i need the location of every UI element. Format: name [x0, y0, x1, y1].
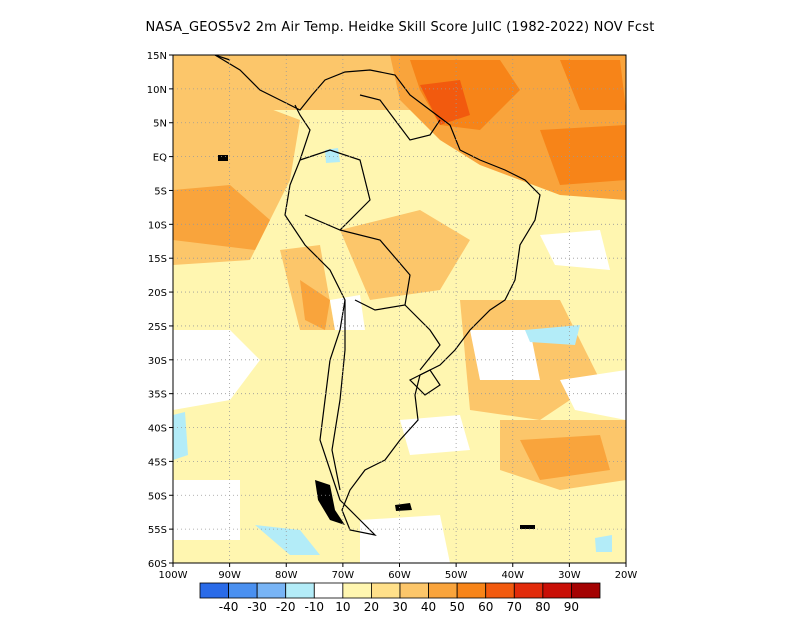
- lon-tick-label: 80W: [275, 570, 298, 581]
- border-chile-argentina: [331, 300, 346, 491]
- field-white-argentina: [400, 415, 470, 455]
- colorbar-label: 30: [392, 600, 407, 614]
- islands: [218, 155, 535, 529]
- colorbar-label: 90: [564, 600, 579, 614]
- patagonia-islands: [315, 480, 345, 525]
- field-cool-se: [595, 535, 612, 552]
- colorbar-swatch: [456, 582, 487, 599]
- colorbar: -40 -30 -20 -10 10 20 30 40 50 60 70 80 90: [199, 582, 601, 614]
- lon-tick-label: 30W: [558, 570, 581, 581]
- colorbar-label: 60: [478, 600, 493, 614]
- colorbar-label: 40: [421, 600, 436, 614]
- lon-tick-label: 20W: [615, 570, 638, 581]
- lat-tick-label: 50S: [148, 491, 167, 502]
- field-cool-pacific: [173, 412, 188, 460]
- lon-tick-label: 40W: [501, 570, 524, 581]
- field-chile-coast-strong: [300, 280, 330, 330]
- colorbar-label: 80: [535, 600, 550, 614]
- field-cool-atlantic: [525, 325, 580, 345]
- field-interior-warm: [340, 210, 470, 300]
- colorbar-swatch: [228, 582, 258, 599]
- field-white-south: [360, 515, 450, 563]
- colorbar-swatch: [256, 582, 287, 599]
- border-venezuela-guiana: [359, 94, 441, 141]
- lat-tick-label: 20S: [148, 288, 167, 299]
- lon-tick-label: 50W: [445, 570, 468, 581]
- grid-lines: [173, 55, 626, 563]
- field-south-atlantic-strong: [520, 435, 610, 480]
- lat-tick-label: 55S: [148, 525, 167, 536]
- colorbar-swatch: [399, 582, 429, 599]
- falklands: [395, 503, 412, 511]
- colorbar-label: 70: [507, 600, 522, 614]
- colorbar-swatch: [371, 582, 401, 599]
- field-white-atlantic-2: [560, 370, 626, 420]
- lat-tick-label: 5N: [153, 119, 167, 130]
- field-white-brazil-coast: [470, 330, 540, 380]
- colorbar-swatch: [485, 582, 515, 599]
- lat-tick-label: EQ: [153, 153, 167, 164]
- field-atlantic-hot: [420, 80, 470, 125]
- field-pacific-eq-tongue: [173, 185, 270, 250]
- lat-tick-label: 60S: [148, 559, 167, 570]
- border-paraguay: [404, 304, 441, 371]
- lat-tick-label: 10N: [147, 85, 167, 96]
- lat-tick-label: 45S: [148, 457, 167, 468]
- colorbar-label: -10: [304, 600, 324, 614]
- field-atlantic-ne: [560, 60, 626, 110]
- lat-tick-label: 5S: [154, 186, 167, 197]
- colorbar-label: 10: [335, 600, 350, 614]
- lat-tick-label: 15S: [148, 254, 167, 265]
- central-america-coast: [214, 55, 231, 61]
- field-white-atlantic: [540, 230, 610, 270]
- colorbar-swatch: [542, 582, 572, 599]
- border-andes-north: [299, 149, 371, 231]
- lat-tick-label: 35S: [148, 390, 167, 401]
- lon-tick-label: 70W: [332, 570, 355, 581]
- field-cool-southwest: [255, 525, 320, 555]
- colorbar-swatch: [313, 582, 344, 599]
- lat-axis: 15N 10N 5N EQ 5S 10S 15S 20S 25S 30S 35S 40S 45S 50S 5…: [147, 51, 173, 570]
- colorbar-swatch: [342, 582, 372, 599]
- chart-title: NASA_GEOS5v2 2m Air Temp. Heidke Skill S…: [145, 20, 655, 35]
- colorbar-label: 20: [364, 600, 379, 614]
- border-uruguay: [408, 369, 441, 396]
- lon-axis: 100W 90W 80W 70W 60W 50W 40W 30W 20W: [159, 563, 638, 581]
- colorbar-swatch: [199, 582, 229, 599]
- colorbar-swatch: [428, 582, 458, 599]
- colorbar-label: -30: [247, 600, 267, 614]
- lat-tick-label: 25S: [148, 322, 167, 333]
- colorbar-label: -40: [219, 600, 239, 614]
- field-atlantic-east: [540, 125, 626, 185]
- colorbar-swatch: [571, 582, 601, 599]
- lon-tick-label: 90W: [218, 570, 241, 581]
- lat-tick-label: 40S: [148, 424, 167, 435]
- lat-tick-label: 15N: [147, 51, 167, 62]
- galapagos: [218, 155, 228, 161]
- lat-tick-label: 30S: [148, 356, 167, 367]
- colorbar-swatch: [285, 582, 315, 599]
- south-georgia: [520, 525, 535, 529]
- colorbar-label: 50: [450, 600, 465, 614]
- border-bolivia: [339, 229, 411, 311]
- lat-tick-label: 10S: [148, 220, 167, 231]
- lon-tick-label: 60W: [388, 570, 411, 581]
- field-white-andes: [330, 295, 365, 330]
- lon-tick-label: 100W: [159, 570, 188, 581]
- field-white-pacific: [173, 330, 260, 410]
- colorbar-swatch: [513, 582, 544, 599]
- colorbar-label: -20: [276, 600, 296, 614]
